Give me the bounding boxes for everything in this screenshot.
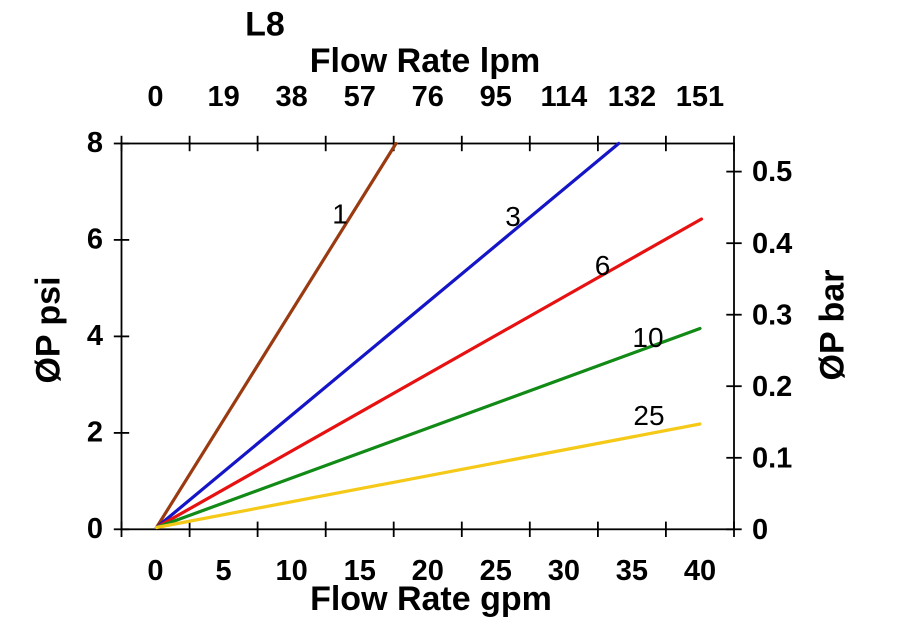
svg-text:10: 10	[632, 322, 663, 353]
svg-text:25: 25	[480, 555, 512, 587]
svg-text:0: 0	[147, 81, 163, 113]
svg-text:0.5: 0.5	[752, 156, 792, 188]
svg-text:15: 15	[344, 555, 376, 587]
svg-text:0.2: 0.2	[752, 371, 792, 403]
svg-text:40: 40	[684, 555, 716, 587]
svg-text:30: 30	[548, 555, 580, 587]
svg-text:132: 132	[608, 81, 656, 113]
svg-text:ØP psi: ØP psi	[30, 276, 68, 383]
svg-text:5: 5	[216, 555, 232, 587]
svg-text:35: 35	[616, 555, 648, 587]
svg-text:ØP bar: ØP bar	[814, 270, 852, 381]
svg-text:95: 95	[480, 81, 512, 113]
svg-text:2: 2	[87, 416, 103, 448]
svg-text:0.3: 0.3	[752, 299, 792, 331]
svg-text:Flow Rate lpm: Flow Rate lpm	[310, 42, 540, 80]
svg-text:6: 6	[595, 250, 611, 281]
svg-text:151: 151	[676, 81, 724, 113]
svg-text:0.1: 0.1	[752, 442, 792, 474]
svg-text:6: 6	[87, 223, 103, 255]
svg-text:4: 4	[87, 320, 103, 352]
svg-text:0: 0	[147, 555, 163, 587]
svg-text:20: 20	[412, 555, 444, 587]
svg-text:0: 0	[87, 513, 103, 545]
svg-text:L8: L8	[245, 6, 285, 44]
svg-text:0.4: 0.4	[752, 228, 792, 260]
svg-text:25: 25	[633, 400, 664, 431]
svg-text:19: 19	[207, 81, 239, 113]
svg-text:57: 57	[344, 81, 376, 113]
svg-text:0: 0	[752, 514, 768, 546]
svg-text:76: 76	[412, 81, 444, 113]
svg-text:1: 1	[332, 199, 348, 230]
svg-text:10: 10	[275, 555, 307, 587]
svg-text:Flow Rate gpm: Flow Rate gpm	[310, 580, 552, 618]
svg-text:8: 8	[87, 127, 103, 159]
svg-text:38: 38	[275, 81, 307, 113]
svg-text:3: 3	[505, 201, 521, 232]
svg-text:114: 114	[541, 81, 588, 113]
